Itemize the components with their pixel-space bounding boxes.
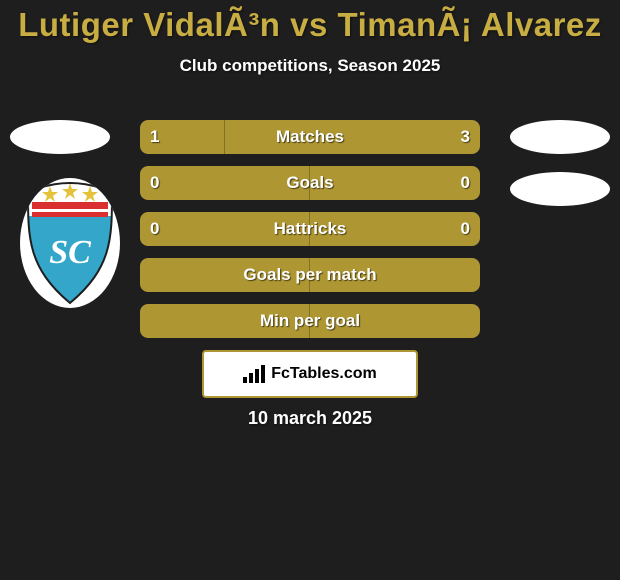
stat-row: 0 Hattricks 0	[140, 212, 480, 246]
stat-label: Hattricks	[274, 219, 347, 239]
bar-chart-icon	[243, 365, 265, 383]
source-badge-text: FcTables.com	[271, 365, 377, 383]
stat-label: Goals	[286, 173, 333, 193]
stat-row: Min per goal	[140, 304, 480, 338]
stat-fill-left	[140, 166, 310, 200]
player-right-avatar-placeholder-2	[510, 172, 610, 206]
club-crest-icon: SC	[20, 178, 120, 308]
stat-label: Matches	[276, 127, 344, 147]
player-left-club-crest: SC	[20, 178, 120, 308]
stat-value-left: 1	[150, 127, 159, 147]
stat-row: Goals per match	[140, 258, 480, 292]
stat-fill-right	[225, 120, 480, 154]
stat-value-left: 0	[150, 173, 159, 193]
date-line: 10 march 2025	[0, 408, 620, 429]
player-right-avatar-placeholder-1	[510, 120, 610, 154]
player-left-avatar-placeholder-1	[10, 120, 110, 154]
stat-fill-right	[310, 166, 480, 200]
stat-value-right: 0	[461, 219, 470, 239]
stats-comparison-list: 1 Matches 3 0 Goals 0 0 Hattricks 0 Goals per mat…	[140, 120, 480, 350]
page-title: Lutiger VidalÃ³n vs TimanÃ¡ Alvarez	[0, 0, 620, 44]
stat-value-right: 3	[461, 127, 470, 147]
page-subtitle: Club competitions, Season 2025	[0, 56, 620, 76]
svg-text:SC: SC	[49, 234, 91, 271]
stat-label: Min per goal	[260, 311, 360, 331]
source-badge: FcTables.com	[202, 350, 418, 398]
stat-value-right: 0	[461, 173, 470, 193]
stat-row: 1 Matches 3	[140, 120, 480, 154]
stat-label: Goals per match	[243, 265, 376, 285]
stat-value-left: 0	[150, 219, 159, 239]
stat-row: 0 Goals 0	[140, 166, 480, 200]
